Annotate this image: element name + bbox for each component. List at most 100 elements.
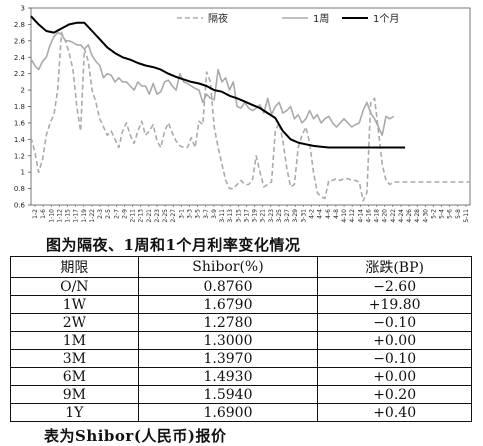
cell-term: 1W	[10, 295, 139, 314]
x-tick-label: 1-15	[65, 209, 72, 223]
x-tick-label: 3-23	[268, 209, 275, 223]
cell-rate: 1.6900	[137, 403, 319, 422]
header-change: 涨跌(BP)	[317, 256, 472, 278]
x-tick-label: 5-4	[439, 209, 446, 219]
x-tick-label: 3-29	[292, 209, 299, 223]
x-tick-label: 2-23	[154, 209, 161, 223]
x-tick-label: 4-20	[382, 209, 389, 223]
x-tick-label: 1-19	[81, 209, 88, 223]
x-tick-label: 5-2	[430, 209, 437, 219]
table-caption: 表为Shibor(人民币)报价	[44, 427, 227, 445]
x-tick-label: 4-14	[357, 209, 364, 223]
x-tick-label: 2-21	[146, 209, 153, 223]
x-tick-label: 2-25	[162, 209, 169, 223]
x-tick-label: 3-13	[227, 209, 234, 223]
x-tick-label: 3-5	[195, 209, 202, 219]
x-tick-label: 3-15	[235, 209, 242, 223]
x-tick-label: 3-1	[178, 209, 185, 219]
x-tick-label: 5-8	[455, 209, 462, 219]
x-tick-label: 3-27	[284, 209, 291, 223]
x-tick-label: 3-9	[211, 209, 218, 219]
cell-rate: 1.3000	[137, 331, 319, 350]
cell-change: +0.00	[317, 367, 472, 386]
x-tick-label: 5-6	[447, 209, 454, 219]
table-header-row: 期限 Shibor(%) 涨跌(BP)	[10, 256, 472, 278]
legend: 隔夜 1周 1个月	[177, 12, 399, 25]
x-tick-label: 3-31	[300, 209, 307, 223]
y-tick-label: 2	[21, 87, 25, 95]
legend-label: 1个月	[373, 13, 399, 25]
x-tick-label: 3-21	[260, 209, 267, 223]
y-tick-label: 2.8	[14, 21, 25, 29]
legend-label: 1周	[313, 13, 329, 25]
y-tick-label: 1	[21, 169, 25, 177]
series-lines	[30, 15, 470, 202]
x-tick-label: 4-6	[325, 209, 332, 219]
header-shibor: Shibor(%)	[137, 256, 319, 278]
cell-rate: 1.4930	[137, 367, 319, 386]
table-row: 6M 1.4930 +0.00	[10, 367, 472, 386]
x-tick-label: 4-26	[406, 209, 413, 223]
x-tick-label: 5-11	[463, 209, 470, 223]
series-line-overnight	[30, 31, 470, 202]
x-tick-label: 2-5	[105, 209, 112, 219]
y-tick-label: 2.2	[14, 70, 25, 78]
cell-change: +19.80	[317, 295, 472, 314]
table-row: 1Y 1.6900 +0.40	[10, 403, 472, 422]
series-line-1week	[30, 31, 395, 136]
x-tick-label: 4-28	[414, 209, 421, 223]
x-tick-label: 2-7	[113, 209, 120, 219]
legend-label: 隔夜	[208, 12, 228, 25]
x-tick-label: 4-30	[422, 209, 429, 223]
x-tick-label: 3-17	[243, 209, 250, 223]
x-tick-label: 4-12	[349, 209, 356, 223]
x-tick-label: 4-2	[308, 209, 315, 219]
cell-term: 6M	[10, 367, 139, 386]
x-tick-label: 1-22	[89, 209, 96, 223]
y-tick-label: 0.6	[14, 202, 26, 210]
x-tick-label: 4-8	[333, 209, 340, 219]
cell-rate: 1.5940	[137, 385, 319, 404]
cell-term: 3M	[10, 349, 139, 368]
x-tick-label: 3-3	[187, 209, 194, 219]
x-tick-label: 3-11	[219, 209, 226, 223]
y-tick-label: 1.2	[14, 152, 25, 160]
x-tick-label: 4-10	[341, 209, 348, 223]
y-axis: 0.6 0.8 1 1.2 1.4 1.6 1.8 2 2.2 2.4 2.6 2.8 3	[14, 5, 31, 210]
x-tick-label: 2-9	[121, 209, 128, 219]
cell-term: 9M	[10, 385, 139, 404]
y-tick-label: 1.6	[14, 119, 26, 127]
x-tick-label: 1-10	[48, 209, 55, 223]
cell-rate: 1.6790	[137, 295, 319, 314]
cell-change: −2.60	[317, 277, 472, 296]
table-row: 3M 1.3970 −0.10	[10, 349, 472, 368]
table-row: O/N 0.8760 −2.60	[10, 277, 472, 296]
cell-term: 1Y	[10, 403, 139, 422]
cell-rate: 0.8760	[137, 277, 319, 296]
series-line-1month	[30, 15, 406, 149]
x-tick-label: 1-6	[40, 209, 47, 219]
cell-term: 1M	[10, 331, 139, 350]
table-row: 1M 1.3000 +0.00	[10, 331, 472, 350]
x-tick-label: 4-16	[365, 209, 372, 223]
x-tick-label: 4-22	[390, 209, 397, 223]
x-tick-label: 3-7	[203, 209, 210, 219]
x-axis: 1-2 1-6 1-10 1-12 1-15 1-17 1-19 1-22 2-3 2-5 2-7 2…	[32, 205, 470, 223]
y-tick-label: 1.8	[14, 103, 25, 111]
header-term: 期限	[10, 256, 139, 278]
x-tick-label: 3-25	[276, 209, 283, 223]
x-tick-label: 2-13	[138, 209, 145, 223]
x-tick-label: 4-4	[317, 209, 324, 219]
y-tick-label: 0.8	[14, 185, 25, 193]
y-tick-label: 2.6	[14, 37, 26, 45]
x-tick-label: 2-27	[170, 209, 177, 223]
shibor-table: 期限 Shibor(%) 涨跌(BP) O/N 0.8760 −2.60 1W …	[10, 256, 472, 422]
y-tick-label: 1.4	[14, 136, 26, 144]
cell-change: +0.40	[317, 403, 472, 422]
cell-term: 2W	[10, 313, 139, 332]
rate-line-chart: 0.6 0.8 1 1.2 1.4 1.6 1.8 2 2.2 2.4 2.6 2.8 3 1-2 1-6…	[14, 5, 471, 223]
y-tick-label: 2.4	[14, 54, 26, 62]
table-row: 9M 1.5940 +0.20	[10, 385, 472, 404]
x-tick-label: 1-2	[32, 209, 39, 219]
figure-caption: 图为隔夜、1周和1个月利率变化情况	[46, 236, 301, 254]
